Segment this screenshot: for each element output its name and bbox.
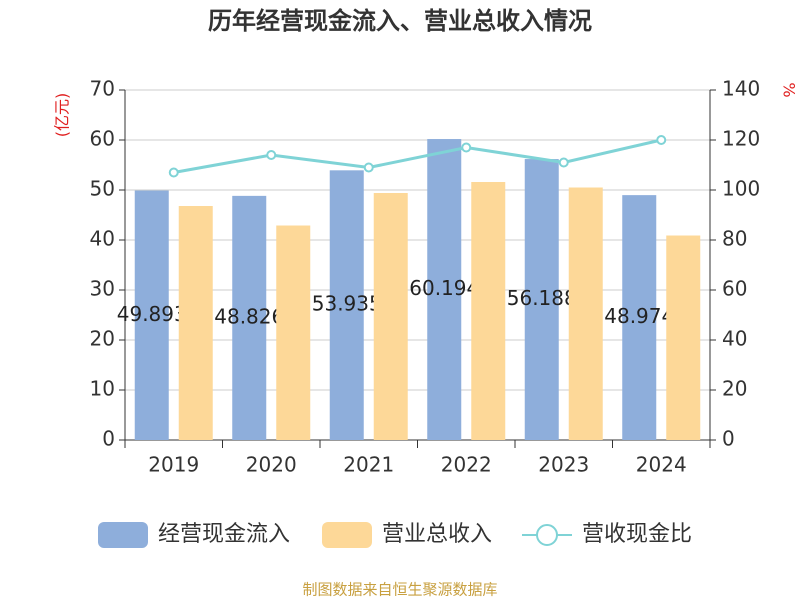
bar: [666, 235, 701, 440]
y2-tick-label: 0: [722, 427, 735, 451]
legend-swatch: [536, 524, 558, 546]
bar: [178, 206, 213, 440]
y-axis-label: (亿元): [53, 93, 72, 138]
bar: [232, 195, 267, 440]
y-tick-label: 30: [90, 277, 115, 301]
legend-swatch: [98, 522, 148, 548]
bar: [373, 193, 408, 440]
y2-tick-label: 120: [722, 127, 760, 151]
y2-tick-label: 100: [722, 177, 760, 201]
line-point: [558, 157, 569, 168]
line: [173, 138, 662, 174]
y2-tick-label: 140: [722, 77, 760, 101]
line-point: [266, 150, 277, 160]
bar: [276, 225, 311, 440]
bar: [427, 139, 462, 440]
bar: [471, 182, 506, 440]
data-label: 49.893: [117, 302, 187, 326]
x-tick-label: 2024: [636, 453, 687, 477]
legend-label: 营收现金比: [582, 522, 692, 547]
line-point: [656, 135, 667, 145]
x-tick-label: 2020: [246, 453, 297, 477]
bar: [134, 190, 169, 440]
legend-label: 营业总收入: [382, 522, 492, 547]
y-tick-label: 0: [102, 427, 115, 451]
data-label: 56.188: [507, 286, 577, 310]
x-tick-label: 2021: [343, 453, 394, 477]
y2-axis-label: %: [780, 82, 799, 97]
legend-swatch: [322, 522, 372, 548]
data-label: 60.194: [409, 276, 479, 300]
y-tick-label: 50: [90, 177, 115, 201]
y2-tick-label: 80: [722, 227, 747, 251]
y-tick-label: 10: [90, 377, 115, 401]
bar: [622, 195, 657, 440]
y-tick-label: 70: [90, 77, 115, 101]
data-label: 48.974: [604, 304, 674, 328]
data-label: 48.826: [214, 304, 284, 328]
source-note: 制图数据来自恒生聚源数据库: [302, 581, 497, 599]
y2-tick-label: 20: [722, 377, 747, 401]
y-tick-label: 40: [90, 227, 115, 251]
line-point: [461, 142, 472, 153]
bar: [329, 170, 364, 440]
x-tick-label: 2023: [538, 453, 589, 477]
x-tick-label: 2019: [148, 453, 199, 477]
line-point: [363, 162, 374, 173]
y-tick-label: 60: [90, 127, 115, 151]
data-label: 53.935: [312, 292, 382, 316]
bar: [524, 159, 559, 440]
y2-tick-label: 60: [722, 277, 747, 301]
x-tick-label: 2022: [441, 453, 492, 477]
legend-label: 经营现金流入: [158, 522, 290, 547]
y2-tick-label: 40: [722, 327, 747, 351]
y-tick-label: 20: [90, 327, 115, 351]
bar: [568, 187, 603, 440]
line-point: [168, 167, 179, 178]
chart-title: 历年经营现金流入、营业总收入情况: [208, 7, 592, 35]
